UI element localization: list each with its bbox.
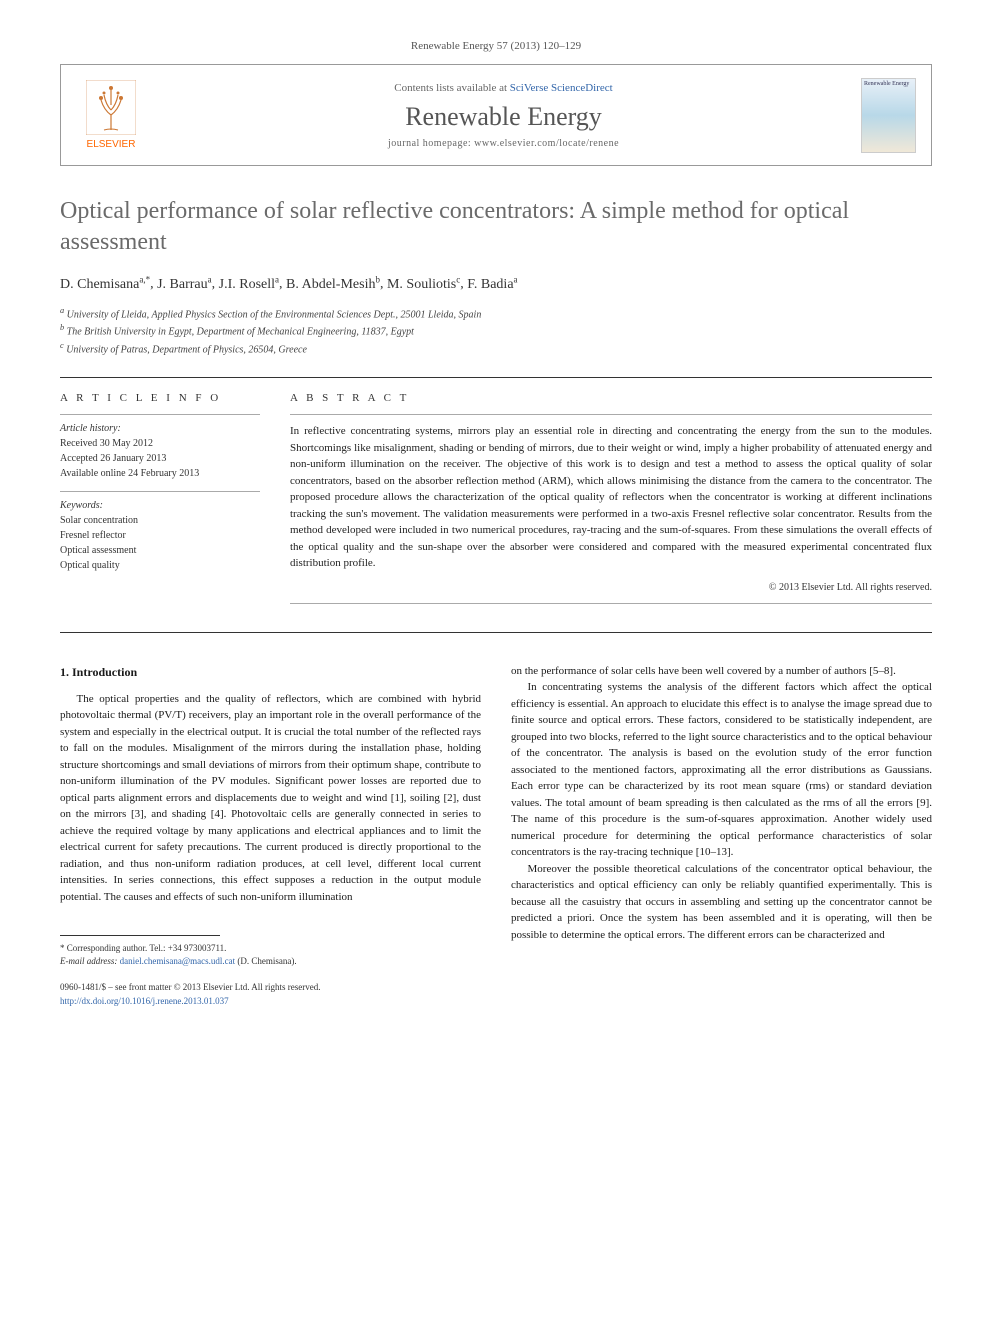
journal-reference: Renewable Energy 57 (2013) 120–129: [60, 40, 932, 52]
author: J. Barraua: [157, 277, 212, 292]
keyword: Optical quality: [60, 559, 260, 573]
authors-list: D. Chemisanaa,*, J. Barraua, J.I. Rosell…: [60, 274, 932, 293]
keyword: Solar concentration: [60, 514, 260, 528]
divider: [290, 603, 932, 604]
corresponding-author-note: * Corresponding author. Tel.: +34 973003…: [60, 942, 481, 967]
journal-homepage: journal homepage: www.elsevier.com/locat…: [146, 138, 861, 149]
sciencedirect-link[interactable]: SciVerse ScienceDirect: [510, 82, 613, 94]
divider: [290, 414, 932, 415]
divider: [60, 491, 260, 492]
section-heading: 1. Introduction: [60, 663, 481, 681]
affiliations: a University of Lleida, Applied Physics …: [60, 305, 932, 357]
divider: [60, 632, 932, 633]
author: B. Abdel-Mesihb: [286, 277, 380, 292]
author: D. Chemisanaa,*: [60, 277, 150, 292]
paragraph: The optical properties and the quality o…: [60, 691, 481, 906]
keywords-heading: Keywords:: [60, 500, 260, 511]
affiliation: c University of Patras, Department of Ph…: [60, 340, 932, 357]
article-title: Optical performance of solar reflective …: [60, 196, 932, 258]
journal-cover-thumbnail: Renewable Energy: [861, 78, 916, 153]
abstract-block: A B S T R A C T In reflective concentrat…: [290, 392, 932, 612]
divider: [60, 377, 932, 378]
article-info-heading: A R T I C L E I N F O: [60, 392, 260, 404]
journal-title: Renewable Energy: [146, 102, 861, 132]
paragraph: on the performance of solar cells have b…: [511, 663, 932, 680]
paragraph: In concentrating systems the analysis of…: [511, 679, 932, 861]
article-info-block: A R T I C L E I N F O Article history: R…: [60, 392, 260, 612]
homepage-url[interactable]: www.elsevier.com/locate/renene: [474, 138, 619, 149]
keywords-list: Solar concentration Fresnel reflector Op…: [60, 514, 260, 573]
author: J.I. Rosella: [219, 277, 279, 292]
article-history: Received 30 May 2012 Accepted 26 January…: [60, 437, 260, 481]
elsevier-tree-icon: [86, 80, 136, 135]
body-text: 1. Introduction The optical properties a…: [60, 663, 932, 1009]
abstract-copyright: © 2013 Elsevier Ltd. All rights reserved…: [290, 582, 932, 593]
history-heading: Article history:: [60, 423, 260, 434]
affiliation: b The British University in Egypt, Depar…: [60, 322, 932, 339]
affiliation: a University of Lleida, Applied Physics …: [60, 305, 932, 322]
keyword: Optical assessment: [60, 544, 260, 558]
publisher-name: ELSEVIER: [87, 139, 136, 150]
footer-meta: 0960-1481/$ – see front matter © 2013 El…: [60, 981, 481, 1008]
journal-header: ELSEVIER Contents lists available at Sci…: [60, 64, 932, 166]
column-right: on the performance of solar cells have b…: [511, 663, 932, 1009]
keyword: Fresnel reflector: [60, 529, 260, 543]
email-link[interactable]: daniel.chemisana@macs.udl.cat: [120, 956, 236, 966]
column-left: 1. Introduction The optical properties a…: [60, 663, 481, 1009]
doi-link[interactable]: http://dx.doi.org/10.1016/j.renene.2013.…: [60, 996, 229, 1006]
divider: [60, 414, 260, 415]
footnote-divider: [60, 935, 220, 936]
paragraph: Moreover the possible theoretical calcul…: [511, 861, 932, 944]
abstract-text: In reflective concentrating systems, mir…: [290, 423, 932, 572]
contents-available: Contents lists available at SciVerse Sci…: [146, 82, 861, 94]
publisher-logo: ELSEVIER: [76, 75, 146, 155]
author: M. Souliotisc: [387, 277, 460, 292]
author: F. Badiaa: [467, 277, 517, 292]
abstract-heading: A B S T R A C T: [290, 392, 932, 404]
